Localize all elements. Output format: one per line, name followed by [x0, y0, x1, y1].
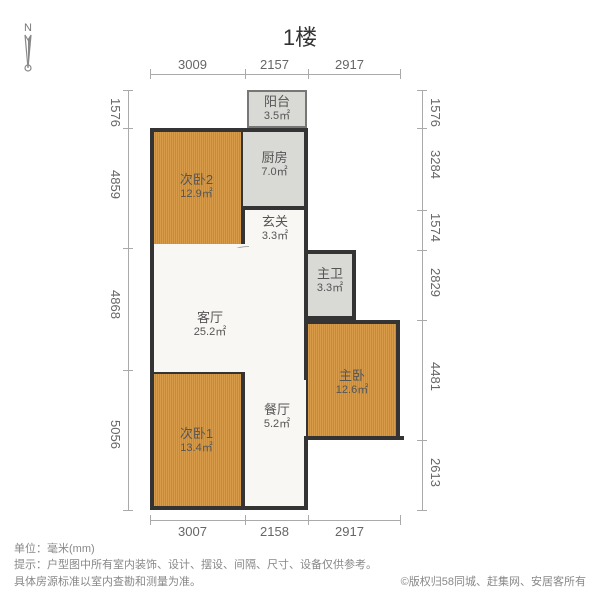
- dim-bottom-2: 2917: [335, 524, 364, 539]
- dim-right-5: 2613: [428, 458, 443, 487]
- footer-hint1: 提示：户型图中所有室内装饰、设计、摆设、间隔、尺寸、设备仅供参考。: [14, 557, 586, 574]
- label-kitchen: 厨房 7.0㎡: [243, 150, 306, 179]
- dim-right-2: 1574: [428, 213, 443, 242]
- dim-line-left: [128, 90, 129, 510]
- label-bedroom2: 次卧2 12.9㎡: [154, 172, 239, 201]
- dim-right-0: 1576: [428, 98, 443, 127]
- floor-plan: 3009 2157 2917 3007 2158 2917 1576 4859 …: [50, 50, 550, 530]
- dim-line-right: [422, 90, 423, 510]
- footer-unit: 单位：毫米(mm): [14, 541, 586, 558]
- compass-icon: N: [14, 20, 42, 79]
- dim-left-1: 4859: [108, 170, 123, 199]
- dim-right-3: 2829: [428, 268, 443, 297]
- label-balcony: 阳台 3.5㎡: [249, 94, 305, 123]
- page-title: 1楼: [283, 20, 317, 52]
- svg-text:N: N: [24, 22, 32, 34]
- label-master: 主卧 12.6㎡: [310, 368, 394, 397]
- dim-bottom-0: 3007: [178, 524, 207, 539]
- dim-right-4: 4481: [428, 362, 443, 391]
- dim-line-top: [150, 74, 400, 75]
- dim-left-2: 4868: [108, 290, 123, 319]
- dim-left-3: 5056: [108, 420, 123, 449]
- label-bathroom: 主卫 3.3㎡: [306, 266, 354, 295]
- dim-top-1: 2157: [260, 57, 289, 72]
- dim-left-0: 1576: [108, 98, 123, 127]
- dim-right-1: 3284: [428, 150, 443, 179]
- dim-top-2: 2917: [335, 57, 364, 72]
- label-bedroom1: 次卧1 13.4㎡: [154, 426, 239, 455]
- dim-top-0: 3009: [178, 57, 207, 72]
- footer-copyright: ©版权归58同城、赶集网、安居客所有: [401, 574, 586, 591]
- dim-bottom-1: 2158: [260, 524, 289, 539]
- dim-line-bottom: [150, 520, 400, 521]
- footer: 单位：毫米(mm) 提示：户型图中所有室内装饰、设计、摆设、间隔、尺寸、设备仅供…: [14, 541, 586, 591]
- label-foyer: 玄关 3.3㎡: [245, 214, 305, 243]
- label-dining: 餐厅 5.2㎡: [248, 402, 306, 431]
